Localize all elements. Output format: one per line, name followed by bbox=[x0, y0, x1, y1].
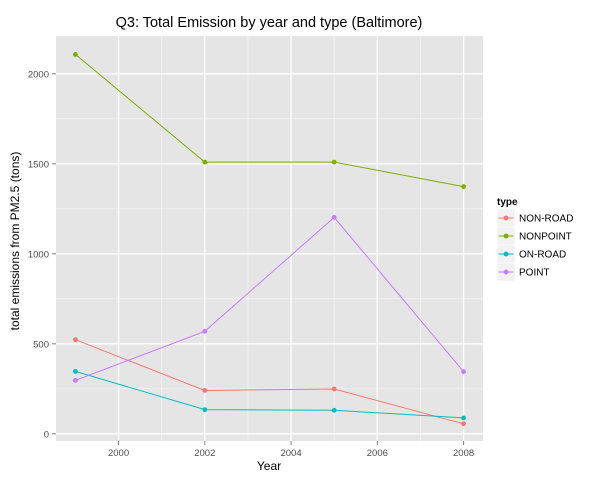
data-point bbox=[202, 388, 208, 393]
data-point bbox=[202, 407, 208, 413]
data-point bbox=[461, 369, 466, 375]
legend-key-point bbox=[503, 215, 509, 221]
data-point bbox=[202, 159, 208, 165]
data-point bbox=[461, 421, 466, 427]
chart-title: Q3: Total Emission by year and type (Bal… bbox=[116, 15, 423, 31]
data-point bbox=[73, 368, 78, 374]
legend-items: NON-ROAD NONPOINT ON-ROAD POINT bbox=[496, 208, 573, 282]
legend-label: ON-ROAD bbox=[519, 250, 566, 261]
legend-key-point bbox=[503, 269, 509, 275]
legend-key-point bbox=[503, 233, 509, 239]
data-point bbox=[331, 407, 337, 413]
x-axis-title: Year bbox=[257, 459, 281, 473]
legend: type NON-ROAD NONPOINT ON-ROAD POINT bbox=[496, 197, 573, 282]
legend-item: NON-ROAD bbox=[496, 208, 573, 228]
series-line bbox=[75, 339, 464, 425]
y-axis-title: total emissions from PM2.5 (tons) bbox=[8, 152, 22, 331]
x-tick-label: 2008 bbox=[453, 448, 474, 459]
y-tick-label: 2000 bbox=[28, 69, 49, 80]
series-lines bbox=[75, 54, 464, 425]
legend-label: NON-ROAD bbox=[519, 214, 573, 225]
data-point bbox=[73, 337, 78, 343]
series-points bbox=[73, 52, 466, 427]
series-line bbox=[75, 216, 464, 381]
y-axis: 0 500 1000 1500 2000 bbox=[28, 69, 56, 440]
plot-panel bbox=[56, 36, 483, 441]
legend-item: ON-ROAD bbox=[496, 244, 566, 264]
minor-gridlines bbox=[56, 36, 483, 441]
x-axis: 2000 2002 2004 2006 2008 bbox=[108, 441, 474, 459]
data-point bbox=[202, 328, 208, 334]
data-point bbox=[461, 415, 466, 421]
legend-item: NONPOINT bbox=[496, 226, 572, 246]
legend-title: type bbox=[497, 197, 518, 208]
x-tick-label: 2002 bbox=[194, 448, 215, 459]
data-point bbox=[73, 377, 78, 383]
data-point bbox=[331, 386, 337, 392]
series-line bbox=[75, 370, 464, 419]
x-tick-label: 2004 bbox=[280, 448, 301, 459]
legend-key-point bbox=[503, 251, 509, 257]
data-point bbox=[461, 184, 466, 190]
x-tick-label: 2006 bbox=[367, 448, 388, 459]
data-point bbox=[331, 214, 337, 220]
legend-item: POINT bbox=[496, 262, 550, 282]
x-tick-label: 2000 bbox=[108, 448, 129, 459]
data-point bbox=[331, 159, 337, 165]
y-tick-label: 500 bbox=[33, 339, 49, 350]
legend-label: NONPOINT bbox=[519, 232, 572, 243]
series-line bbox=[75, 54, 464, 188]
y-tick-label: 1500 bbox=[28, 159, 49, 170]
y-tick-label: 1000 bbox=[28, 249, 49, 260]
legend-label: POINT bbox=[519, 268, 550, 279]
y-tick-label: 0 bbox=[44, 429, 49, 440]
data-point bbox=[73, 52, 78, 57]
